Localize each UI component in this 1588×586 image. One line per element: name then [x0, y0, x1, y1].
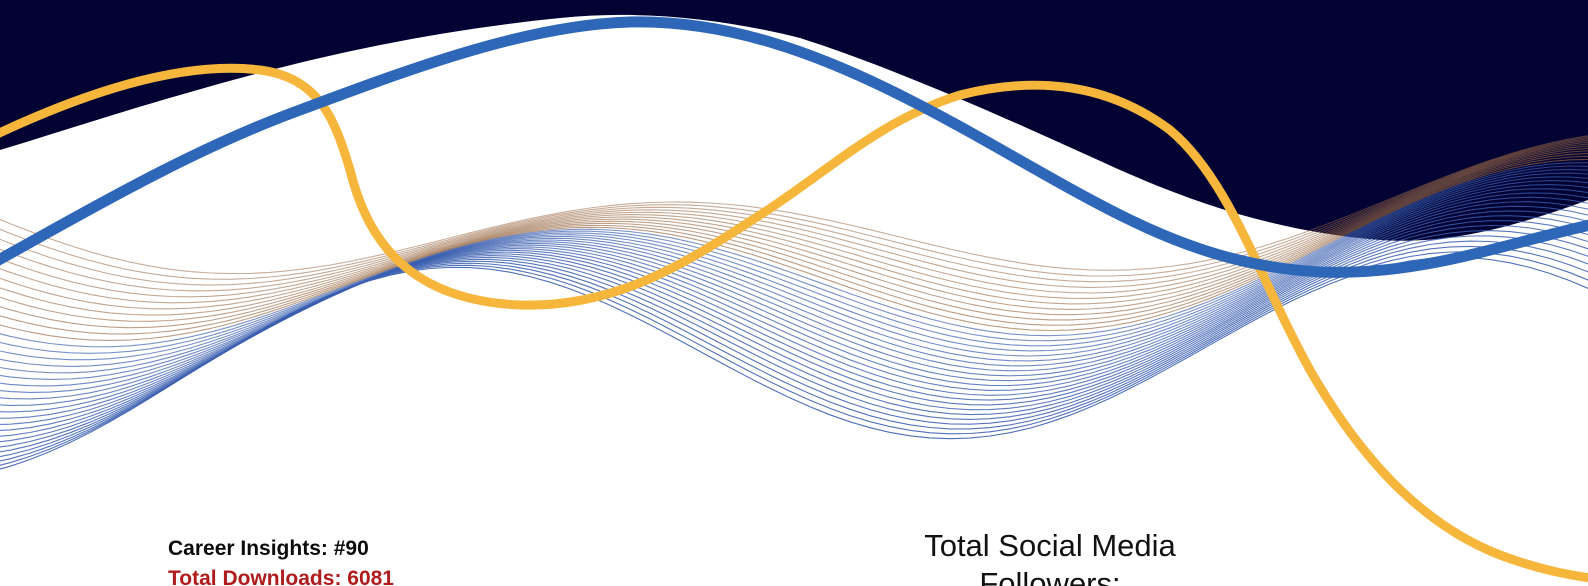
- blue-ribbon: [0, 16, 1588, 278]
- mesh-wave-line: [0, 147, 1588, 316]
- social-heading-line-1: Total Social Media: [924, 528, 1176, 563]
- mesh-wave-line: [0, 152, 1588, 329]
- mesh-wave-line: [0, 192, 1588, 400]
- mesh-wave-line: [0, 168, 1588, 361]
- mesh-wave-line: [0, 136, 1588, 280]
- navy-wave-background: [0, 0, 1588, 241]
- social-heading-line-2: Followers:: [979, 566, 1121, 586]
- mesh-wave-line: [0, 180, 1588, 380]
- mesh-wave-line: [0, 141, 1588, 298]
- total-downloads-stat: Total Downloads: 6081: [168, 567, 394, 586]
- mesh-wave-line: [0, 139, 1588, 292]
- social-followers-heading: Total Social Media Followers:: [870, 527, 1230, 586]
- mesh-wave-line: [0, 188, 1588, 393]
- mesh-wave-line: [0, 172, 1588, 367]
- mesh-wave-line: [0, 158, 1588, 341]
- mesh-wave-line: [0, 143, 1588, 304]
- mesh-wave-line: [0, 176, 1588, 374]
- career-insights-stat: Career Insights: #90: [168, 537, 369, 560]
- mesh-wave-line: [0, 135, 1588, 275]
- mesh-wave-line: [0, 145, 1588, 310]
- mesh-wave-line: [0, 155, 1588, 335]
- mesh-wave-line: [0, 138, 1588, 286]
- mesh-wave-line: [0, 256, 1588, 470]
- mesh-wave-line: [0, 184, 1588, 387]
- mesh-wave-line: [0, 162, 1588, 348]
- mesh-wave-line: [0, 165, 1588, 354]
- mesh-wave-line: [0, 150, 1588, 322]
